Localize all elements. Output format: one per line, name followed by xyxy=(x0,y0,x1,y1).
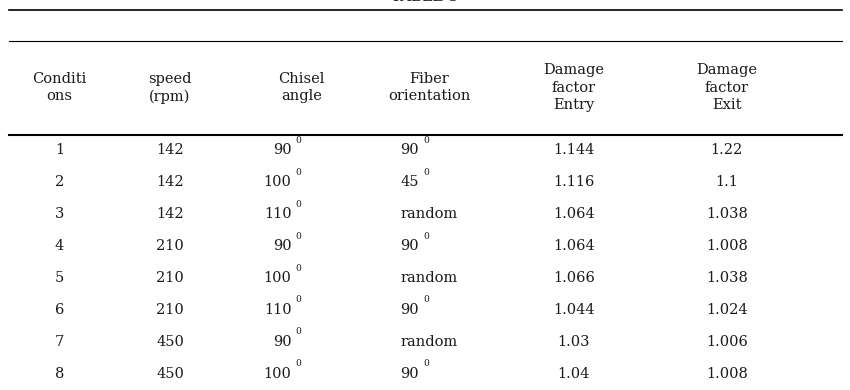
Text: 1.038: 1.038 xyxy=(706,271,748,285)
Text: 2: 2 xyxy=(55,175,64,189)
Text: 6: 6 xyxy=(54,303,65,317)
Text: 1.116: 1.116 xyxy=(553,175,594,189)
Text: 0: 0 xyxy=(296,136,302,145)
Text: 0: 0 xyxy=(296,264,302,273)
Text: 210: 210 xyxy=(156,303,184,317)
Text: 45: 45 xyxy=(400,175,419,189)
Text: 1.1: 1.1 xyxy=(716,175,738,189)
Text: 0: 0 xyxy=(423,168,429,177)
Text: Damage
factor
Exit: Damage factor Exit xyxy=(696,64,757,112)
Text: 0: 0 xyxy=(423,296,429,305)
Text: random: random xyxy=(400,271,458,285)
Text: 90: 90 xyxy=(273,239,292,253)
Text: 1.04: 1.04 xyxy=(558,367,590,381)
Text: 90: 90 xyxy=(400,143,419,157)
Text: 1.22: 1.22 xyxy=(711,143,743,157)
Text: 1: 1 xyxy=(55,143,64,157)
Text: 4: 4 xyxy=(55,239,64,253)
Text: 0: 0 xyxy=(296,232,302,241)
Text: TABLE 3: TABLE 3 xyxy=(392,0,458,4)
Text: 8: 8 xyxy=(54,367,65,381)
Text: random: random xyxy=(400,335,458,349)
Text: 1.144: 1.144 xyxy=(553,143,594,157)
Text: random: random xyxy=(400,207,458,221)
Text: 110: 110 xyxy=(264,207,292,221)
Text: 1.03: 1.03 xyxy=(558,335,590,349)
Text: 90: 90 xyxy=(273,335,292,349)
Text: 90: 90 xyxy=(273,143,292,157)
Text: 0: 0 xyxy=(423,136,429,145)
Text: 0: 0 xyxy=(296,200,302,209)
Text: 1.008: 1.008 xyxy=(706,239,748,253)
Text: 1.064: 1.064 xyxy=(552,207,595,221)
Text: 450: 450 xyxy=(156,335,184,349)
Text: 1.024: 1.024 xyxy=(706,303,747,317)
Text: 1.008: 1.008 xyxy=(706,367,748,381)
Text: 1.038: 1.038 xyxy=(706,207,748,221)
Text: 90: 90 xyxy=(400,367,419,381)
Text: 1.064: 1.064 xyxy=(552,239,595,253)
Text: 1.066: 1.066 xyxy=(552,271,595,285)
Text: 5: 5 xyxy=(55,271,64,285)
Text: Fiber
orientation: Fiber orientation xyxy=(388,72,470,103)
Text: 0: 0 xyxy=(296,328,302,337)
Text: 142: 142 xyxy=(156,143,184,157)
Text: 0: 0 xyxy=(296,296,302,305)
Text: 1.044: 1.044 xyxy=(553,303,594,317)
Text: Chisel
angle: Chisel angle xyxy=(279,72,325,103)
Text: 100: 100 xyxy=(264,271,292,285)
Text: speed
(rpm): speed (rpm) xyxy=(148,72,192,104)
Text: 0: 0 xyxy=(296,360,302,369)
Text: 142: 142 xyxy=(156,175,184,189)
Text: 142: 142 xyxy=(156,207,184,221)
Text: 0: 0 xyxy=(423,232,429,241)
Text: 90: 90 xyxy=(400,239,419,253)
Text: 90: 90 xyxy=(400,303,419,317)
Text: 450: 450 xyxy=(156,367,184,381)
Text: 110: 110 xyxy=(264,303,292,317)
Text: 1.006: 1.006 xyxy=(706,335,748,349)
Text: 210: 210 xyxy=(156,271,184,285)
Text: 3: 3 xyxy=(54,207,65,221)
Text: 7: 7 xyxy=(55,335,64,349)
Text: 0: 0 xyxy=(296,168,302,177)
Text: Damage
factor
Entry: Damage factor Entry xyxy=(543,64,604,112)
Text: Conditi
ons: Conditi ons xyxy=(32,72,87,103)
Text: 100: 100 xyxy=(264,175,292,189)
Text: 0: 0 xyxy=(423,360,429,369)
Text: 100: 100 xyxy=(264,367,292,381)
Text: 210: 210 xyxy=(156,239,184,253)
